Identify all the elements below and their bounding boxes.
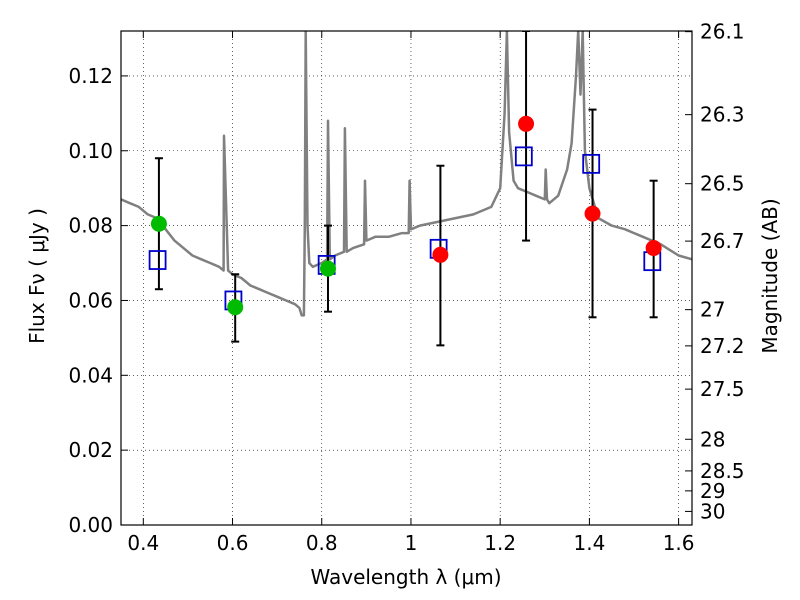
x-tick-label: 0.8 <box>306 531 338 555</box>
observed-flux-point <box>645 240 662 257</box>
plot-frame <box>120 30 693 526</box>
observed-flux-point <box>150 215 167 232</box>
y-tick-label: 0.10 <box>68 139 113 163</box>
mag-tick-label: 28 <box>700 427 725 451</box>
model-band-square <box>514 146 533 167</box>
plot-area <box>121 31 692 347</box>
x-axis-label: Wavelength λ (μm) <box>310 565 501 589</box>
x-tick-label: 1.4 <box>573 531 605 555</box>
model-spectrum-line <box>121 31 692 317</box>
mag-tick-label: 29 <box>700 479 725 503</box>
y-tick-label: 0.12 <box>68 64 113 88</box>
x-tick-label: 0.6 <box>217 531 249 555</box>
y-tick-label: 0.08 <box>68 214 113 238</box>
x-tick-label: 0.4 <box>127 531 159 555</box>
mag-tick-label: 26.7 <box>700 229 745 253</box>
y-tick-label: 0.00 <box>68 513 113 537</box>
observed-flux-point <box>584 205 601 222</box>
y-tick-label: 0.06 <box>68 288 113 312</box>
axis-ticks: 0.4 0.6 0.8 1 1.2 1.4 1.6 0.00 0.02 0.04 0.06 0.08 0… <box>68 20 744 555</box>
mag-tick-label: 27 <box>700 298 725 322</box>
y-axis-label: Flux Fν ( μJy ) <box>25 208 49 344</box>
y2-axis-label: Magnitude (AB) <box>758 198 782 353</box>
plot-content <box>121 31 692 347</box>
observed-flux-point <box>518 115 535 132</box>
mag-tick-label: 30 <box>700 499 725 523</box>
mag-tick-label: 26.1 <box>700 20 745 44</box>
mag-tick-label: 28.5 <box>700 459 745 483</box>
model-band-square <box>148 250 167 270</box>
model-band-square <box>582 153 601 174</box>
y-tick-label: 0.02 <box>68 438 113 462</box>
x-tick-label: 1.2 <box>484 531 516 555</box>
mag-tick-label: 27.2 <box>700 334 745 358</box>
mag-tick-label: 26.5 <box>700 172 745 196</box>
y-tick-label: 0.04 <box>68 363 113 387</box>
x-tick-label: 1 <box>405 531 418 555</box>
mag-tick-label: 27.5 <box>700 377 745 401</box>
observed-flux-point <box>319 260 336 277</box>
x-tick-label: 1.6 <box>663 531 695 555</box>
observed-flux-point <box>432 246 449 263</box>
mag-tick-label: 26.3 <box>700 103 745 127</box>
observed-flux-point <box>227 299 244 316</box>
